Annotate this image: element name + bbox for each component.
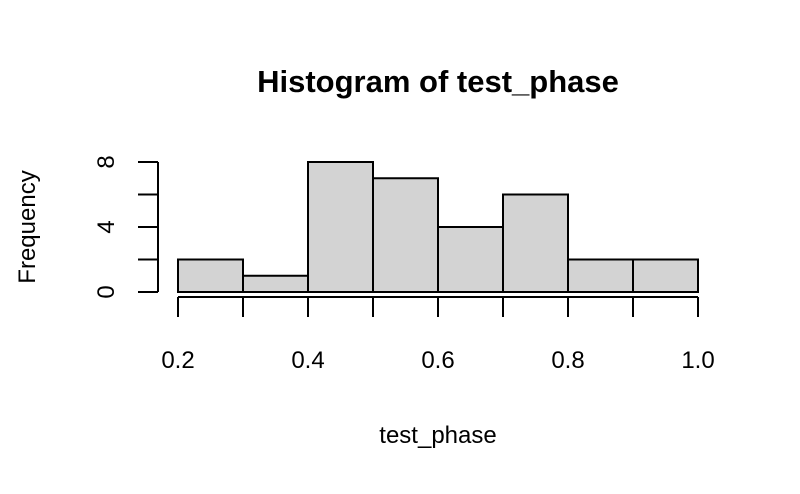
y-tick-label: 8 xyxy=(93,155,120,168)
y-axis-label: Frequency xyxy=(14,170,41,283)
y-tick-label: 4 xyxy=(93,220,120,233)
histogram-bar-7 xyxy=(567,258,634,293)
histogram-bar-8 xyxy=(632,258,699,293)
y-tick-label: 0 xyxy=(93,285,120,298)
x-tick-label: 1.0 xyxy=(681,347,714,374)
bars-group xyxy=(177,161,699,293)
chart-title: Histogram of test_phase xyxy=(257,64,619,99)
histogram-bar-4 xyxy=(372,177,439,293)
histogram-bar-6 xyxy=(502,193,569,293)
histogram-bar-1 xyxy=(177,258,244,293)
x-axis-label: test_phase xyxy=(379,422,496,449)
x-tick-label: 0.2 xyxy=(161,347,194,374)
x-tick-label: 0.8 xyxy=(551,347,584,374)
y-axis: 0 4 8 xyxy=(93,155,159,299)
x-tick-label: 0.4 xyxy=(291,347,324,374)
histogram-bar-3 xyxy=(307,161,374,293)
histogram-bar-5 xyxy=(437,226,504,293)
x-tick-label: 0.6 xyxy=(421,347,454,374)
x-axis: 0.2 0.4 0.6 0.8 1.0 xyxy=(161,296,715,374)
histogram-bar-2 xyxy=(242,274,309,293)
